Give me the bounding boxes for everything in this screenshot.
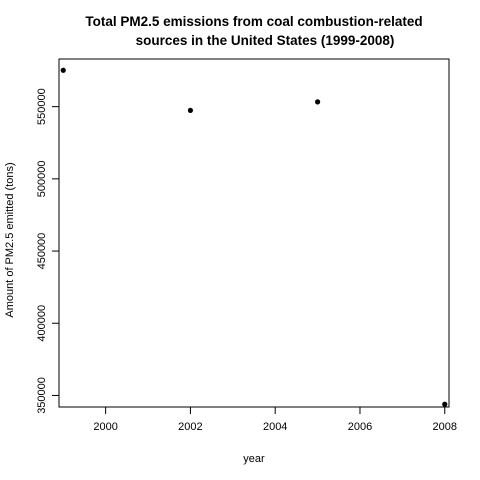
data-point [60, 67, 66, 73]
x-tick-label: 2004 [263, 421, 287, 433]
y-tick-label: 450000 [36, 233, 48, 270]
y-tick-label: 400000 [36, 305, 48, 342]
data-point [442, 401, 448, 407]
data-points [60, 67, 448, 407]
data-point [187, 107, 194, 114]
y-axis-label: Amount of PM2.5 emitted (tons) [4, 162, 16, 317]
chart-title-line-1: Total PM2.5 emissions from coal combusti… [85, 14, 422, 29]
y-tick-label: 550000 [36, 88, 48, 125]
x-tick-label: 2002 [178, 421, 202, 433]
x-axis-label: year [243, 453, 265, 465]
chart-title-line-2: sources in the United States (1999-2008) [136, 33, 395, 48]
x-tick-label: 2000 [93, 421, 117, 433]
x-axis: 2000 2002 2004 2006 2008 [93, 406, 457, 433]
y-tick-label: 350000 [36, 377, 48, 414]
x-tick-label: 2006 [348, 421, 372, 433]
x-tick-label: 2008 [433, 421, 457, 433]
y-tick-label: 500000 [36, 160, 48, 197]
data-point [314, 99, 321, 105]
plot-frame [58, 58, 450, 408]
y-axis: 350000 400000 450000 500000 550000 [36, 88, 60, 414]
